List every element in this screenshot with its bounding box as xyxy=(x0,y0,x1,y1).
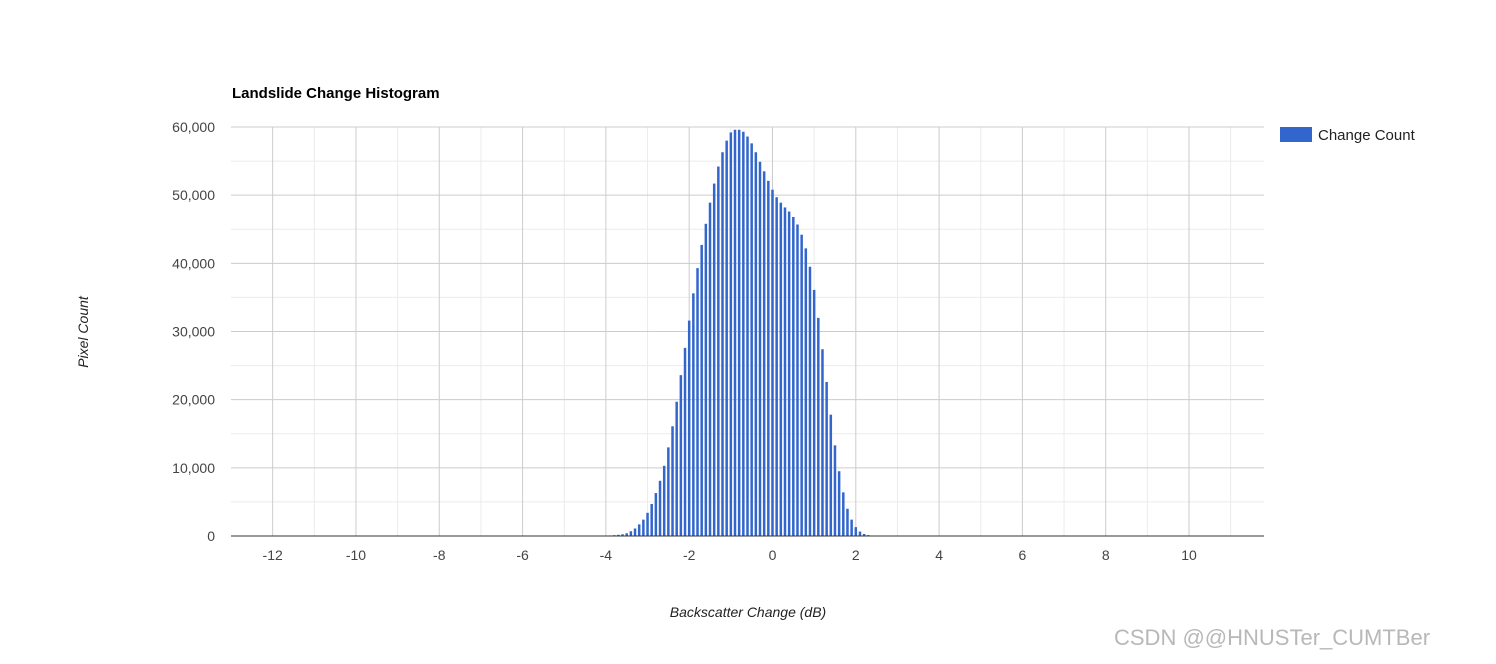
x-tick-label: -8 xyxy=(433,547,446,563)
x-tick-label: -2 xyxy=(683,547,696,563)
x-tick-label: 4 xyxy=(935,547,943,563)
histogram-bar[interactable] xyxy=(633,528,637,536)
histogram-bar[interactable] xyxy=(617,534,620,536)
histogram-bar[interactable] xyxy=(675,401,678,536)
x-tick-label: -12 xyxy=(263,547,283,563)
histogram-bar[interactable] xyxy=(750,143,753,537)
y-axis-tick-labels: 0 10,000 20,000 30,000 40,000 50,000 60,000 xyxy=(172,119,215,544)
histogram-bar[interactable] xyxy=(796,224,799,536)
y-tick-label: 20,000 xyxy=(172,392,215,408)
histogram-bar[interactable] xyxy=(692,293,695,536)
histogram-bar[interactable] xyxy=(654,493,658,536)
histogram-bar[interactable] xyxy=(629,531,633,536)
histogram-bar[interactable] xyxy=(779,202,783,537)
histogram-bar[interactable] xyxy=(775,197,778,536)
histogram-bar[interactable] xyxy=(812,289,816,536)
x-tick-label: 2 xyxy=(852,547,860,563)
histogram-bar[interactable] xyxy=(808,266,812,536)
y-tick-label: 0 xyxy=(207,528,215,544)
histogram-bar[interactable] xyxy=(712,183,716,536)
histogram-bar[interactable] xyxy=(858,531,862,536)
histogram-bar[interactable] xyxy=(829,414,833,536)
histogram-bar[interactable] xyxy=(671,426,674,536)
legend-swatch xyxy=(1280,127,1312,142)
x-tick-label: 0 xyxy=(769,547,777,563)
histogram-bar[interactable] xyxy=(708,202,712,537)
histogram-bar[interactable] xyxy=(650,503,653,536)
histogram-bar[interactable] xyxy=(737,129,741,536)
histogram-bar[interactable] xyxy=(742,131,745,536)
y-tick-label: 50,000 xyxy=(172,187,215,203)
histogram-bar[interactable] xyxy=(821,349,824,536)
x-tick-label: 10 xyxy=(1181,547,1197,563)
y-tick-label: 30,000 xyxy=(172,324,215,340)
histogram-bar[interactable] xyxy=(846,508,849,536)
histogram-bar[interactable] xyxy=(762,171,766,536)
histogram-bar[interactable] xyxy=(817,317,820,536)
histogram-bar[interactable] xyxy=(754,152,758,536)
histogram-bar[interactable] xyxy=(833,445,837,536)
histogram-bar[interactable] xyxy=(783,207,787,537)
histogram-bar[interactable] xyxy=(683,347,687,536)
histogram-bar[interactable] xyxy=(717,166,720,536)
x-tick-label: -6 xyxy=(516,547,529,563)
x-axis-tick-labels: -12 -10 -8 -6 -4 -2 0 2 4 6 8 10 xyxy=(263,547,1197,563)
x-tick-label: -10 xyxy=(346,547,366,563)
histogram-bar[interactable] xyxy=(746,136,749,536)
legend-label: Change Count xyxy=(1318,127,1416,144)
legend[interactable]: Change Count xyxy=(1280,127,1416,144)
histogram-bar[interactable] xyxy=(646,512,649,536)
histogram-bar[interactable] xyxy=(787,211,791,536)
histogram-bar[interactable] xyxy=(842,492,845,536)
histogram-bar[interactable] xyxy=(758,161,762,536)
x-tick-label: -4 xyxy=(600,547,613,563)
histogram-bar[interactable] xyxy=(621,534,624,536)
histogram-bar[interactable] xyxy=(854,527,858,536)
histogram-bar[interactable] xyxy=(767,180,770,536)
histogram-bar[interactable] xyxy=(771,189,774,537)
histogram-bar[interactable] xyxy=(625,533,628,536)
watermark: CSDN @@HNUSTer_CUMTBer xyxy=(1114,625,1430,650)
y-axis-label: Pixel Count xyxy=(75,295,91,368)
histogram-bar[interactable] xyxy=(733,129,737,536)
histogram-bar[interactable] xyxy=(667,447,670,536)
histogram-bar[interactable] xyxy=(662,465,666,536)
histogram-bar[interactable] xyxy=(637,524,641,536)
histogram-bar[interactable] xyxy=(704,223,708,536)
histogram-bar[interactable] xyxy=(850,519,853,536)
bar-series-change-count xyxy=(604,129,941,537)
y-tick-label: 40,000 xyxy=(172,255,215,271)
histogram-bar[interactable] xyxy=(862,533,866,536)
y-tick-label: 10,000 xyxy=(172,460,215,476)
histogram-bar[interactable] xyxy=(679,375,683,536)
histogram-bar[interactable] xyxy=(658,480,662,536)
histogram-bar[interactable] xyxy=(804,248,808,536)
histogram-bar[interactable] xyxy=(729,132,733,536)
histogram-bar[interactable] xyxy=(687,320,691,536)
histogram-bar[interactable] xyxy=(800,234,803,536)
histogram-bar[interactable] xyxy=(642,519,645,536)
x-axis-label: Backscatter Change (dB) xyxy=(670,604,826,620)
histogram-bar[interactable] xyxy=(721,152,724,536)
histogram-bar[interactable] xyxy=(792,216,795,537)
x-tick-label: 6 xyxy=(1019,547,1027,563)
histogram-bar[interactable] xyxy=(837,471,841,536)
y-tick-label: 60,000 xyxy=(172,119,215,135)
histogram-bar[interactable] xyxy=(825,381,828,536)
chart-title: Landslide Change Histogram xyxy=(232,85,440,102)
histogram-bar[interactable] xyxy=(696,268,699,536)
histogram-bar[interactable] xyxy=(700,244,703,536)
x-tick-label: 8 xyxy=(1102,547,1110,563)
histogram-bar[interactable] xyxy=(725,140,728,536)
